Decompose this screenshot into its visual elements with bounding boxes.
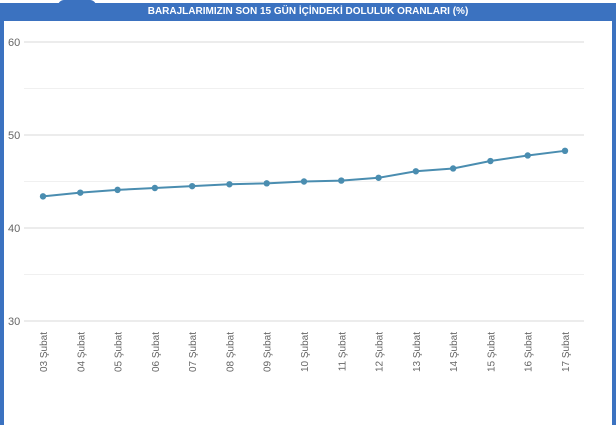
frame-tab (58, 0, 96, 6)
y-tick-label: 50 (8, 130, 20, 142)
data-point (449, 165, 457, 172)
x-tick-label: 15 Şubat (486, 332, 497, 372)
data-point (561, 147, 569, 155)
series-line (42, 149, 566, 198)
y-tick-label: 60 (8, 37, 20, 49)
data-point (300, 178, 308, 185)
x-tick-label: 11 Şubat (337, 332, 348, 372)
x-tick-label: 04 Şubat (76, 332, 87, 372)
x-tick-label: 10 Şubat (300, 332, 311, 372)
data-point (263, 180, 270, 187)
x-tick-label: 14 Şubat (449, 332, 460, 372)
x-tick-label: 05 Şubat (114, 332, 125, 372)
data-point (338, 177, 345, 184)
x-tick-label: 07 Şubat (188, 332, 199, 372)
data-point (375, 174, 382, 181)
x-tick-label: 12 Şubat (375, 332, 386, 372)
x-tick-label: 16 Şubat (524, 332, 535, 372)
data-point (114, 186, 121, 194)
data-point (412, 168, 420, 175)
x-tick-label: 08 Şubat (225, 332, 236, 372)
y-tick-label: 30 (8, 316, 20, 328)
x-tick-label: 13 Şubat (412, 332, 423, 372)
data-point (226, 181, 233, 188)
chart-title: BARAJLARIMIZIN SON 15 GÜN İÇİNDEKİ DOLUL… (147, 6, 469, 17)
data-point (487, 157, 494, 165)
x-tick-label: 09 Şubat (263, 332, 274, 372)
data-point (151, 184, 159, 192)
data-point (39, 193, 47, 200)
data-point (188, 182, 196, 190)
x-tick-label: 03 Şubat (39, 332, 50, 372)
data-point (77, 189, 84, 196)
x-tick-label: 17 Şubat (561, 332, 572, 372)
x-tick-label: 06 Şubat (151, 332, 162, 372)
y-tick-label: 40 (8, 223, 20, 235)
data-point (524, 152, 531, 159)
